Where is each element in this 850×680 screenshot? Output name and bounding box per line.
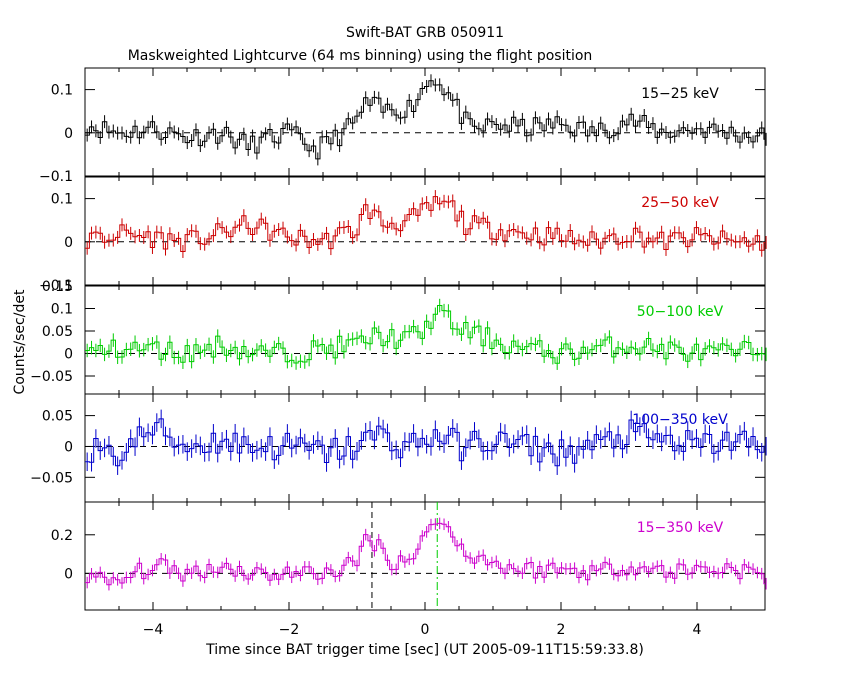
panel-frame bbox=[84, 67, 766, 177]
y-tick-label: 0 bbox=[64, 126, 73, 142]
y-tick-label: 0 bbox=[64, 566, 73, 582]
y-tick-label: 0 bbox=[64, 439, 73, 455]
y-tick-label: 0.2 bbox=[51, 528, 73, 544]
y-tick-label: 0.05 bbox=[42, 324, 73, 340]
band-label: 15−350 keV bbox=[637, 520, 724, 536]
y-tick-label: 0.1 bbox=[51, 302, 73, 318]
y-tick-label: −0.05 bbox=[30, 369, 73, 385]
chart-title: Swift-BAT GRB 050911 bbox=[346, 25, 504, 41]
y-tick-label: 0.05 bbox=[42, 409, 73, 425]
y-tick-label: −0.1 bbox=[39, 278, 73, 294]
panels-group: −0.1 0 0.1 15−25 keV −0.1 0 0.1 25−50 keV −0.05 0… bbox=[30, 67, 767, 638]
y-tick-label: 0 bbox=[64, 347, 73, 363]
lightcurve-series bbox=[85, 80, 765, 160]
lightcurve-series bbox=[85, 196, 765, 252]
y-tick-label: 0 bbox=[64, 235, 73, 251]
band-label: 15−25 keV bbox=[641, 86, 719, 102]
panel-3: −0.05 0 0.05 0.1 0.15 50−100 keV bbox=[30, 279, 767, 395]
x-axis-label: Time since BAT trigger time [sec] (UT 20… bbox=[205, 642, 644, 658]
band-label: 50−100 keV bbox=[637, 304, 724, 320]
y-tick-label: −0.1 bbox=[39, 169, 73, 185]
x-tick-label: 0 bbox=[421, 622, 430, 638]
y-tick-label: 0.1 bbox=[51, 192, 73, 208]
lightcurve-series bbox=[85, 305, 765, 364]
panel-4: −0.05 0 0.05 100−350 keV bbox=[30, 393, 767, 503]
chart-subtitle: Maskweighted Lightcurve (64 ms binning) … bbox=[128, 48, 593, 64]
panel-2: −0.1 0 0.1 25−50 keV bbox=[39, 176, 767, 294]
lightcurve-series bbox=[85, 418, 765, 467]
panel-5: 0 0.2 15−350 keV bbox=[51, 501, 767, 611]
lightcurve-series bbox=[85, 522, 765, 586]
x-tick-label: −2 bbox=[279, 622, 300, 638]
x-tick-label: 4 bbox=[693, 622, 702, 638]
y-axis-label: Counts/sec/det bbox=[12, 289, 28, 394]
panel-frame bbox=[84, 501, 766, 611]
x-tick-label: 2 bbox=[557, 622, 566, 638]
band-label: 25−50 keV bbox=[641, 195, 719, 211]
y-tick-label: −0.05 bbox=[30, 470, 73, 486]
y-tick-label: 0.1 bbox=[51, 83, 73, 99]
band-label: 100−350 keV bbox=[632, 412, 728, 428]
panel-1: −0.1 0 0.1 15−25 keV bbox=[39, 67, 767, 185]
x-tick-label: −4 bbox=[143, 622, 164, 638]
y-tick-label: 0.15 bbox=[42, 279, 73, 295]
